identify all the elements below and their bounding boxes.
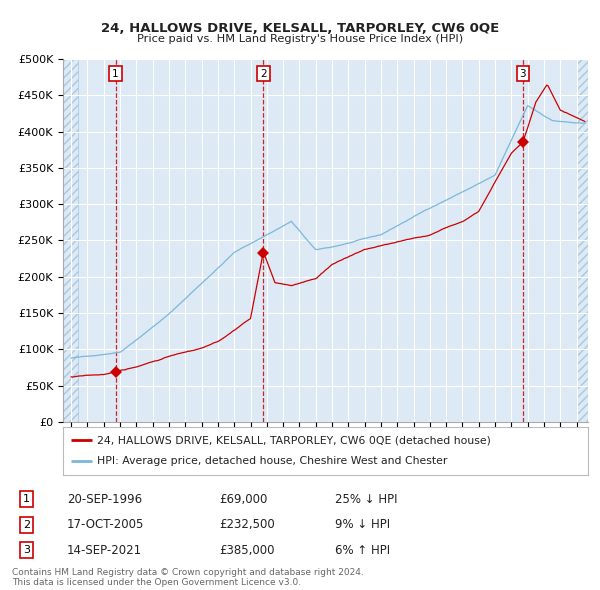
Text: 20-SEP-1996: 20-SEP-1996 [67, 493, 142, 506]
Text: HPI: Average price, detached house, Cheshire West and Chester: HPI: Average price, detached house, Ches… [97, 457, 448, 467]
Text: Price paid vs. HM Land Registry's House Price Index (HPI): Price paid vs. HM Land Registry's House … [137, 34, 463, 44]
Text: 14-SEP-2021: 14-SEP-2021 [67, 544, 142, 557]
Text: 2: 2 [260, 68, 266, 78]
Text: 1: 1 [23, 494, 30, 504]
Bar [63, 59, 78, 422]
Text: 3: 3 [23, 545, 30, 555]
Bar [577, 59, 588, 422]
Text: 17-OCT-2005: 17-OCT-2005 [67, 518, 144, 531]
Text: £385,000: £385,000 [220, 544, 275, 557]
Text: 2: 2 [23, 520, 30, 530]
Text: 24, HALLOWS DRIVE, KELSALL, TARPORLEY, CW6 0QE: 24, HALLOWS DRIVE, KELSALL, TARPORLEY, C… [101, 22, 499, 35]
Text: 1: 1 [112, 68, 119, 78]
Text: 6% ↑ HPI: 6% ↑ HPI [335, 544, 389, 557]
Text: £232,500: £232,500 [220, 518, 275, 531]
Text: £69,000: £69,000 [220, 493, 268, 506]
Text: 24, HALLOWS DRIVE, KELSALL, TARPORLEY, CW6 0QE (detached house): 24, HALLOWS DRIVE, KELSALL, TARPORLEY, C… [97, 435, 491, 445]
Text: 25% ↓ HPI: 25% ↓ HPI [335, 493, 397, 506]
Text: Contains HM Land Registry data © Crown copyright and database right 2024.
This d: Contains HM Land Registry data © Crown c… [12, 568, 364, 587]
Text: 9% ↓ HPI: 9% ↓ HPI [335, 518, 389, 531]
Text: 3: 3 [520, 68, 526, 78]
